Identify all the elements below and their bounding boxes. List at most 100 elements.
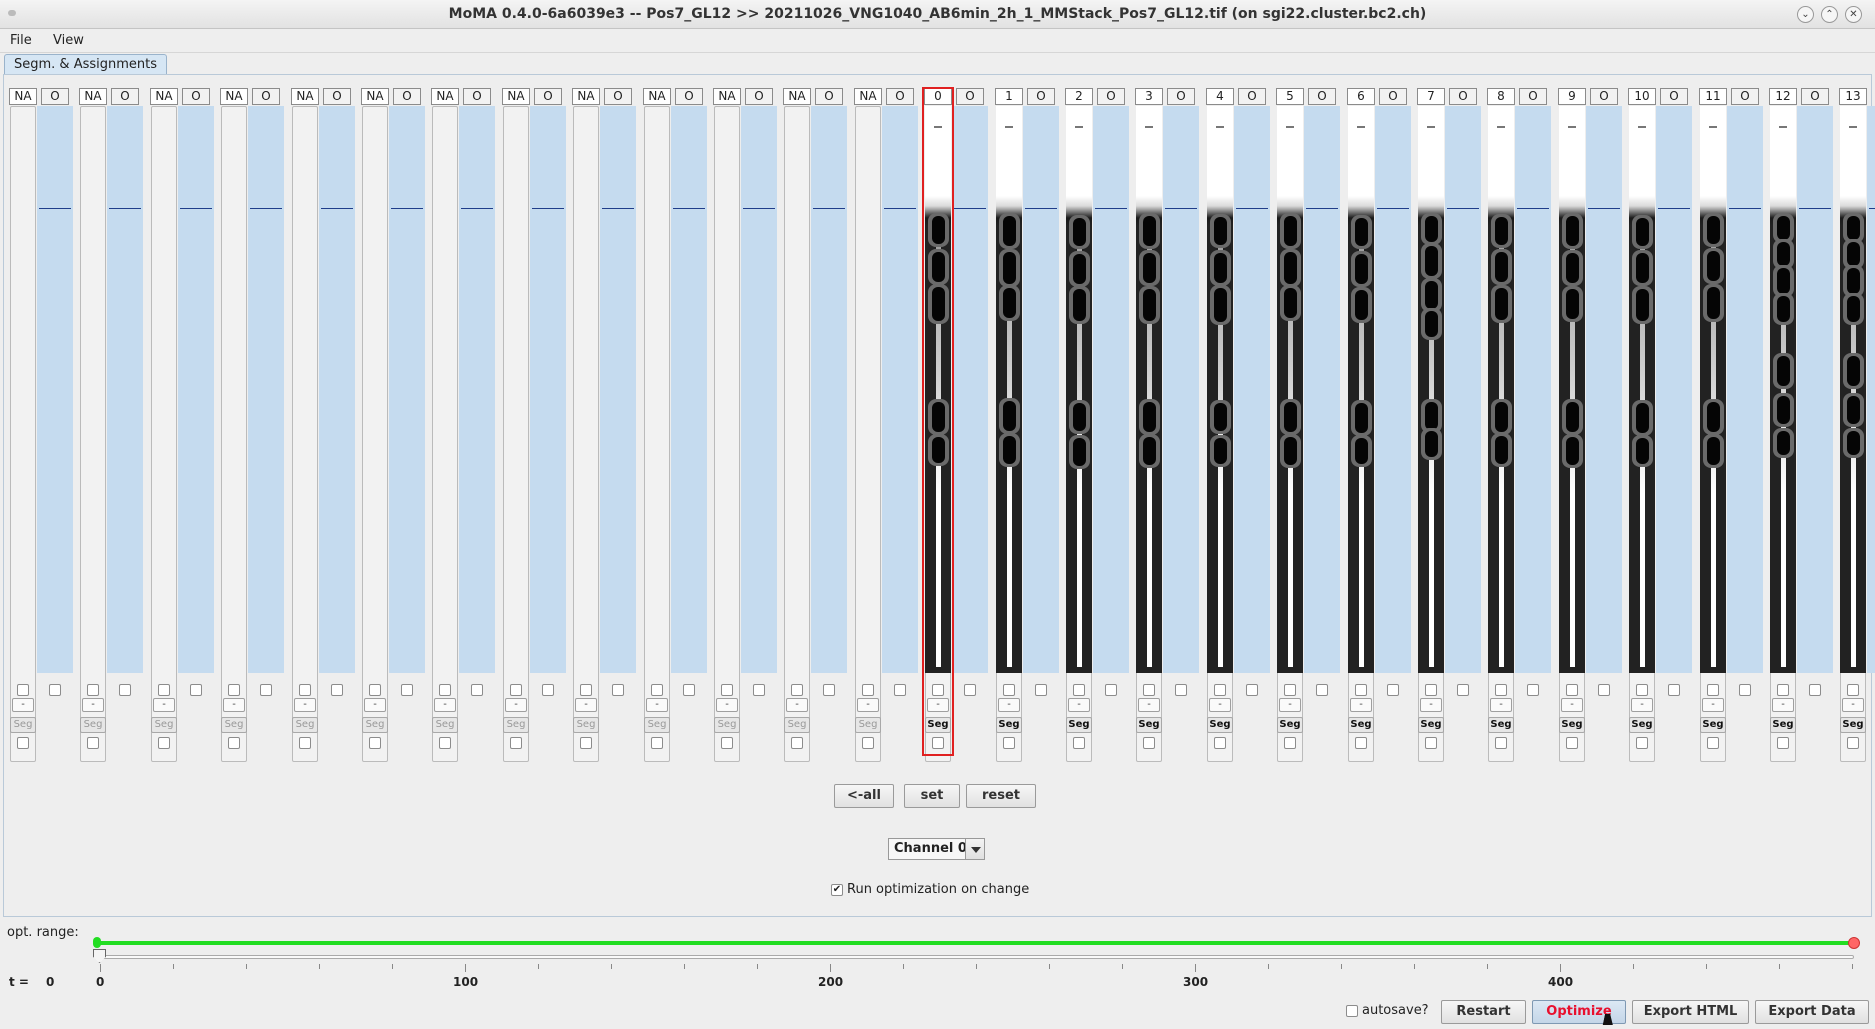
assignment-area[interactable]	[952, 106, 988, 673]
exclude-checkbox[interactable]	[439, 684, 451, 696]
cell-segment[interactable]	[1003, 401, 1016, 431]
cell-segment[interactable]	[1777, 268, 1790, 294]
select-checkbox[interactable]	[1284, 737, 1296, 749]
opt-range-start-handle[interactable]	[93, 937, 101, 948]
select-checkbox[interactable]	[1003, 737, 1015, 749]
assignment-area[interactable]	[1375, 106, 1411, 673]
cell-segment[interactable]	[932, 216, 945, 244]
cell-count-button[interactable]: -	[998, 698, 1020, 712]
assignment-area[interactable]	[459, 106, 495, 673]
seg-button[interactable]: Seg	[503, 717, 529, 733]
cell-segment[interactable]	[1847, 242, 1860, 266]
gap-checkbox[interactable]	[1246, 684, 1258, 696]
chevron-down-icon[interactable]	[965, 839, 984, 859]
cell-segment[interactable]	[1566, 253, 1579, 283]
cell-count-button[interactable]: -	[12, 698, 34, 712]
seg-button[interactable]: Seg	[644, 717, 670, 733]
cell-segment[interactable]	[1495, 252, 1508, 282]
assignment-area[interactable]	[1656, 106, 1692, 673]
assignment-area[interactable]	[1234, 106, 1270, 673]
exclude-checkbox[interactable]	[87, 684, 99, 696]
cell-count-button[interactable]: -	[434, 698, 456, 712]
assignment-area[interactable]	[1727, 106, 1763, 673]
cell-segment[interactable]	[1636, 289, 1649, 321]
cell-count-button[interactable]: -	[505, 698, 527, 712]
cell-count-button[interactable]: -	[1068, 698, 1090, 712]
cell-segment[interactable]	[932, 402, 945, 432]
opt-range-end-handle[interactable]	[1848, 937, 1860, 949]
cell-segment[interactable]	[1777, 356, 1790, 386]
cell-segment[interactable]	[1214, 403, 1227, 431]
growthlane-image[interactable]	[1418, 106, 1444, 673]
gap-checkbox[interactable]	[1387, 684, 1399, 696]
run-optimization-checkbox[interactable]: ✔	[831, 884, 843, 896]
cell-count-button[interactable]: -	[857, 698, 879, 712]
growthlane-image[interactable]	[1136, 106, 1162, 673]
growthlane-image[interactable]	[1488, 106, 1514, 673]
select-checkbox[interactable]	[1495, 737, 1507, 749]
cell-segment[interactable]	[932, 252, 945, 282]
assignment-area[interactable]	[1515, 106, 1551, 673]
cell-count-button[interactable]: -	[1561, 698, 1583, 712]
select-checkbox[interactable]	[1777, 737, 1789, 749]
exclude-checkbox[interactable]	[17, 684, 29, 696]
assignment-area[interactable]	[1023, 106, 1059, 673]
assignment-area[interactable]	[671, 106, 707, 673]
cell-segment[interactable]	[1495, 436, 1508, 464]
cell-count-button[interactable]: -	[1772, 698, 1794, 712]
assignment-area[interactable]	[1867, 106, 1875, 673]
cell-count-button[interactable]: -	[1420, 698, 1442, 712]
select-checkbox[interactable]	[87, 737, 99, 749]
cell-segment[interactable]	[1777, 242, 1790, 266]
cell-segment[interactable]	[1214, 253, 1227, 283]
cell-segment[interactable]	[1566, 402, 1579, 432]
cell-segment[interactable]	[1073, 289, 1086, 321]
gap-checkbox[interactable]	[190, 684, 202, 696]
cell-segment[interactable]	[1777, 431, 1790, 455]
gap-checkbox[interactable]	[1105, 684, 1117, 696]
growthlane-image[interactable]	[1277, 106, 1303, 673]
cell-count-button[interactable]: -	[1350, 698, 1372, 712]
select-checkbox[interactable]	[1355, 737, 1367, 749]
cell-segment[interactable]	[1425, 431, 1438, 457]
assignment-area[interactable]	[319, 106, 355, 673]
window-menu-icon[interactable]	[8, 10, 16, 16]
cell-segment[interactable]	[1495, 217, 1508, 245]
cell-segment[interactable]	[1284, 402, 1297, 432]
gap-checkbox[interactable]	[401, 684, 413, 696]
cell-segment[interactable]	[1636, 253, 1649, 283]
cell-count-button[interactable]: -	[1842, 698, 1864, 712]
menu-file[interactable]: File	[10, 33, 32, 48]
growthlane-image[interactable]	[1840, 106, 1866, 673]
cell-segment[interactable]	[1214, 288, 1227, 322]
exclude-checkbox[interactable]	[1847, 684, 1859, 696]
set-button[interactable]: set	[904, 784, 960, 808]
exclude-checkbox[interactable]	[158, 684, 170, 696]
exclude-checkbox[interactable]	[1073, 684, 1085, 696]
growthlane-image[interactable]	[925, 106, 951, 673]
seg-button[interactable]: Seg	[1488, 717, 1514, 733]
cell-count-button[interactable]: -	[1631, 698, 1653, 712]
gap-checkbox[interactable]	[1668, 684, 1680, 696]
optimize-button[interactable]: Optimize	[1532, 1000, 1626, 1024]
select-checkbox[interactable]	[651, 737, 663, 749]
gap-checkbox[interactable]	[331, 684, 343, 696]
assignment-area[interactable]	[1586, 106, 1622, 673]
gap-checkbox[interactable]	[683, 684, 695, 696]
assignment-area[interactable]	[389, 106, 425, 673]
seg-button[interactable]: Seg	[1418, 717, 1444, 733]
seg-button[interactable]: Seg	[10, 717, 36, 733]
cell-count-button[interactable]: -	[1279, 698, 1301, 712]
exclude-checkbox[interactable]	[299, 684, 311, 696]
seg-button[interactable]: Seg	[292, 717, 318, 733]
exclude-checkbox[interactable]	[1566, 684, 1578, 696]
growthlane-image[interactable]	[996, 106, 1022, 673]
time-slider-track[interactable]	[97, 955, 1854, 959]
seg-button[interactable]: Seg	[1277, 717, 1303, 733]
cell-segment[interactable]	[1847, 268, 1860, 294]
seg-button[interactable]: Seg	[573, 717, 599, 733]
cell-segment[interactable]	[1284, 216, 1297, 246]
cell-segment[interactable]	[1355, 438, 1368, 464]
cell-count-button[interactable]: -	[716, 698, 738, 712]
restart-button[interactable]: Restart	[1441, 1000, 1526, 1024]
